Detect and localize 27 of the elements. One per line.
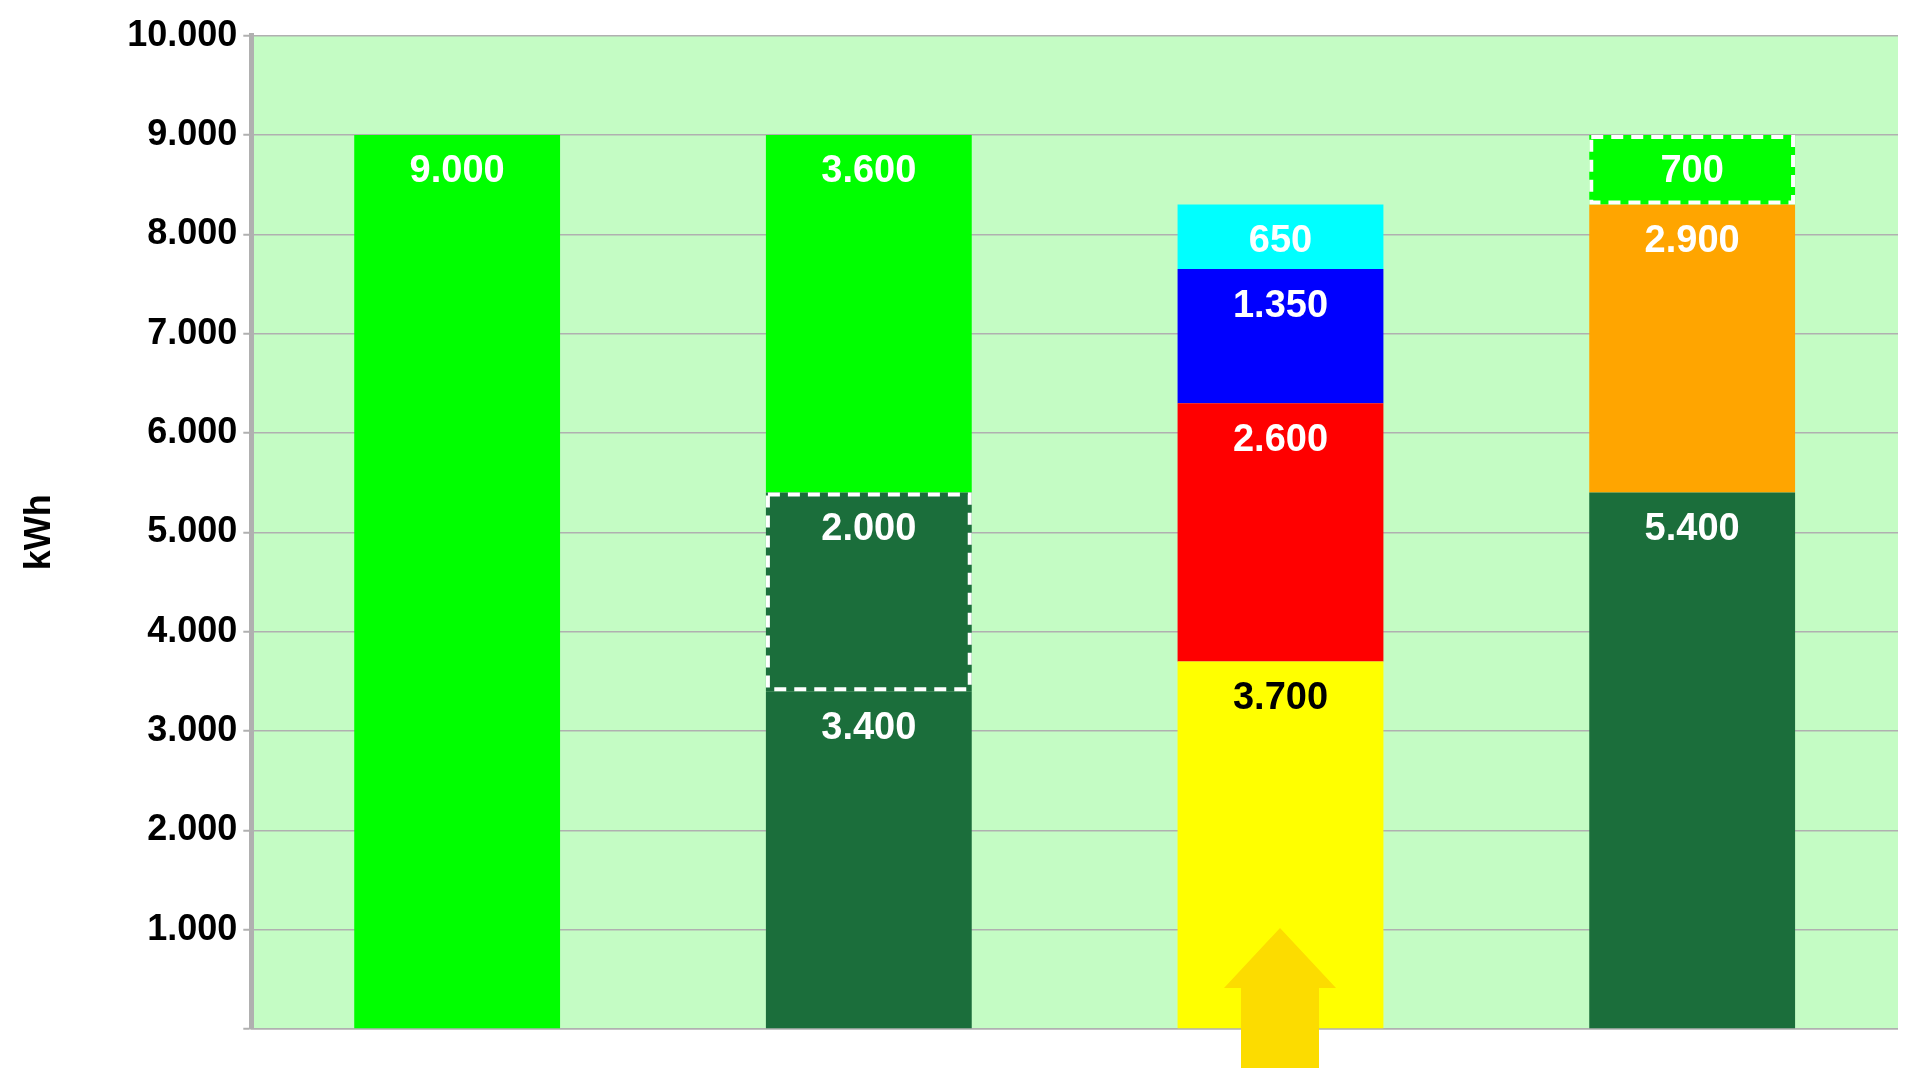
data-label: 2.600 — [1232, 416, 1329, 459]
data-label: 9.000 — [409, 148, 505, 191]
y-tick-label: 6.000 — [147, 409, 238, 451]
bar — [1589, 204, 1796, 493]
data-label: 2.000 — [821, 506, 917, 549]
data-label: 2.900 — [1644, 217, 1740, 260]
y-tick-label: 1.000 — [147, 906, 238, 948]
data-label: 1.350 — [1232, 282, 1329, 325]
y-tick-label: 5.000 — [147, 509, 238, 551]
bar — [1177, 403, 1384, 662]
data-label: 3.400 — [821, 704, 917, 747]
bar — [1177, 269, 1384, 404]
y-tick-label: 7.000 — [147, 310, 238, 352]
data-label: 5.400 — [1644, 506, 1740, 549]
y-tick-label: 3.000 — [147, 707, 238, 749]
data-label: 3.600 — [821, 148, 917, 191]
y-axis-title: kWh — [16, 494, 58, 571]
data-label: 700 — [1660, 148, 1724, 191]
y-tick-label: 10.000 — [127, 12, 238, 54]
y-tick-label: 4.000 — [147, 608, 238, 650]
bar — [1177, 204, 1384, 270]
y-tick-label: 9.000 — [147, 111, 238, 153]
y-tick-label: 8.000 — [147, 211, 238, 253]
y-tick-label: 2.000 — [147, 807, 238, 849]
data-label: 3.700 — [1232, 674, 1329, 717]
bar — [1589, 492, 1796, 1029]
data-label: 650 — [1248, 217, 1313, 260]
